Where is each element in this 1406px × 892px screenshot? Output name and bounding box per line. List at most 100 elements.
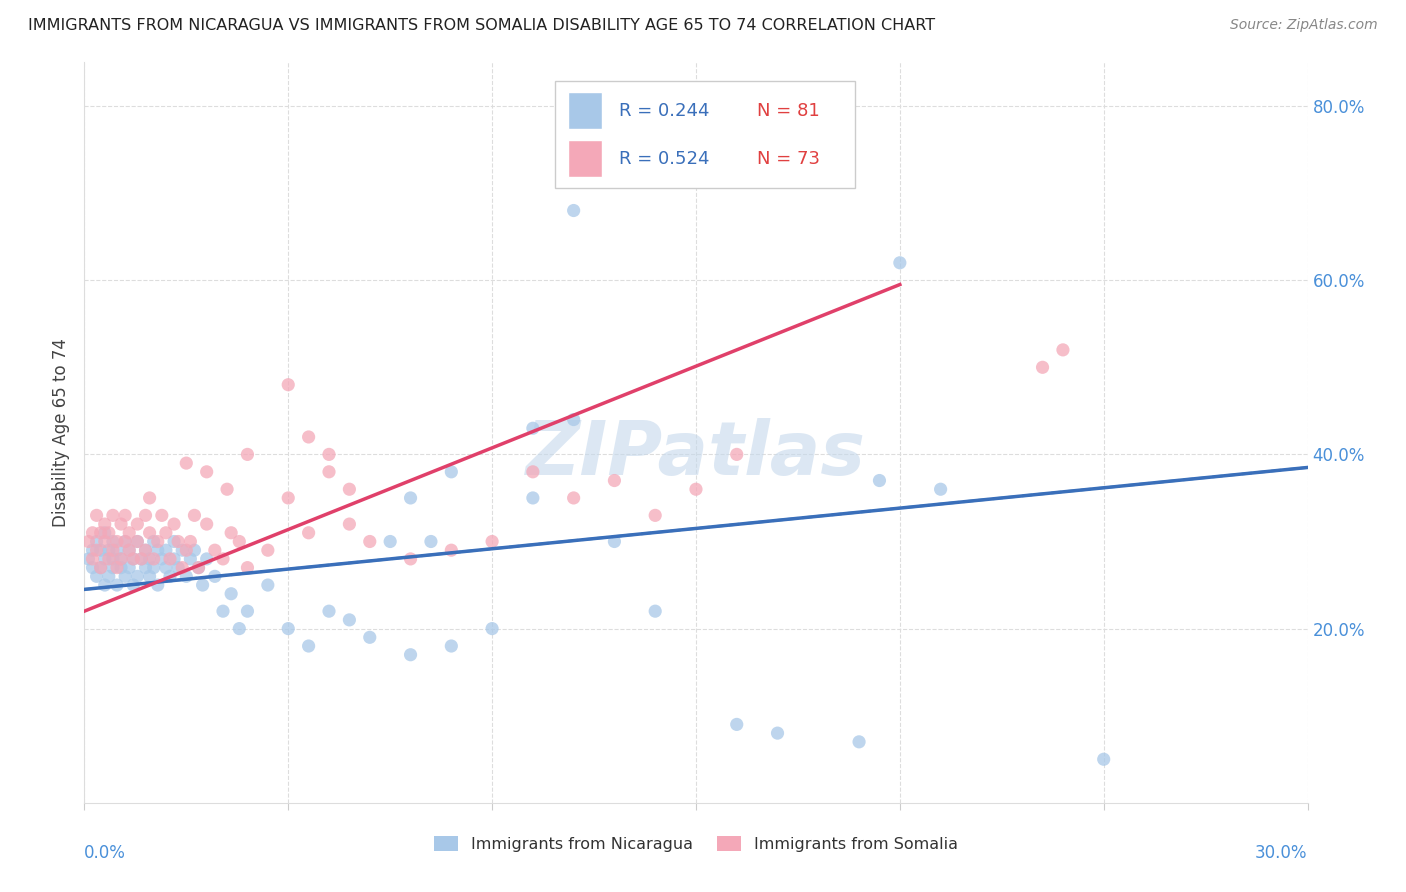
Point	[603, 534, 626, 549]
Point	[187, 560, 209, 574]
Text: ZIPatlas: ZIPatlas	[526, 418, 866, 491]
Point	[131, 552, 153, 566]
Point	[86, 543, 108, 558]
Point	[101, 543, 124, 558]
Point	[150, 508, 173, 523]
Point	[440, 639, 463, 653]
Point	[135, 560, 157, 574]
Point	[187, 560, 209, 574]
Point	[86, 569, 108, 583]
Point	[146, 534, 169, 549]
Point	[114, 534, 136, 549]
Legend: Immigrants from Nicaragua, Immigrants from Somalia: Immigrants from Nicaragua, Immigrants fr…	[427, 830, 965, 858]
Point	[1032, 360, 1054, 375]
Point	[399, 648, 422, 662]
Point	[318, 447, 340, 461]
Point	[522, 465, 544, 479]
Point	[82, 525, 104, 540]
Point	[277, 491, 299, 505]
Point	[101, 534, 124, 549]
Point	[219, 525, 242, 540]
Point	[440, 543, 463, 558]
Point	[155, 560, 177, 574]
Point	[929, 482, 952, 496]
Point	[93, 534, 115, 549]
Point	[172, 560, 194, 574]
Point	[420, 534, 443, 549]
Point	[101, 560, 124, 574]
Text: 0.0%: 0.0%	[84, 844, 127, 862]
Point	[110, 552, 132, 566]
Point	[135, 543, 157, 558]
Point	[97, 569, 120, 583]
Point	[522, 491, 544, 505]
Bar	[568, 92, 602, 129]
Point	[155, 525, 177, 540]
Point	[93, 578, 115, 592]
Point	[77, 534, 100, 549]
Point	[90, 525, 112, 540]
Point	[138, 491, 160, 505]
Point	[298, 430, 321, 444]
Point	[174, 456, 197, 470]
Point	[127, 534, 149, 549]
Point	[135, 508, 157, 523]
Point	[122, 578, 145, 592]
Point	[163, 552, 186, 566]
Point	[167, 534, 190, 549]
Bar	[568, 140, 602, 178]
Point	[236, 560, 259, 574]
Text: N = 81: N = 81	[758, 102, 820, 120]
Point	[179, 534, 201, 549]
Point	[150, 552, 173, 566]
Point	[399, 491, 422, 505]
Point	[685, 482, 707, 496]
FancyBboxPatch shape	[555, 81, 855, 188]
Point	[110, 560, 132, 574]
Point	[339, 482, 361, 496]
Point	[236, 447, 259, 461]
Point	[105, 543, 128, 558]
Point	[481, 622, 503, 636]
Point	[339, 613, 361, 627]
Point	[131, 552, 153, 566]
Point	[848, 735, 870, 749]
Point	[159, 552, 181, 566]
Point	[110, 517, 132, 532]
Point	[127, 517, 149, 532]
Text: 30.0%: 30.0%	[1256, 844, 1308, 862]
Point	[725, 717, 748, 731]
Point	[212, 552, 235, 566]
Point	[155, 543, 177, 558]
Point	[118, 543, 141, 558]
Point	[766, 726, 789, 740]
Point	[118, 525, 141, 540]
Point	[174, 569, 197, 583]
Point	[101, 552, 124, 566]
Point	[82, 552, 104, 566]
Point	[159, 569, 181, 583]
Point	[212, 604, 235, 618]
Point	[562, 412, 585, 426]
Point	[105, 578, 128, 592]
Point	[562, 491, 585, 505]
Point	[118, 543, 141, 558]
Point	[1092, 752, 1115, 766]
Y-axis label: Disability Age 65 to 74: Disability Age 65 to 74	[52, 338, 70, 527]
Point	[97, 552, 120, 566]
Point	[204, 543, 226, 558]
Point	[97, 543, 120, 558]
Point	[603, 474, 626, 488]
Point	[1052, 343, 1074, 357]
Point	[219, 587, 242, 601]
Point	[195, 465, 218, 479]
Point	[101, 508, 124, 523]
Point	[179, 552, 201, 566]
Point	[257, 543, 280, 558]
Point	[90, 560, 112, 574]
Point	[142, 552, 165, 566]
Point	[114, 534, 136, 549]
Point	[277, 622, 299, 636]
Point	[277, 377, 299, 392]
Point	[644, 604, 666, 618]
